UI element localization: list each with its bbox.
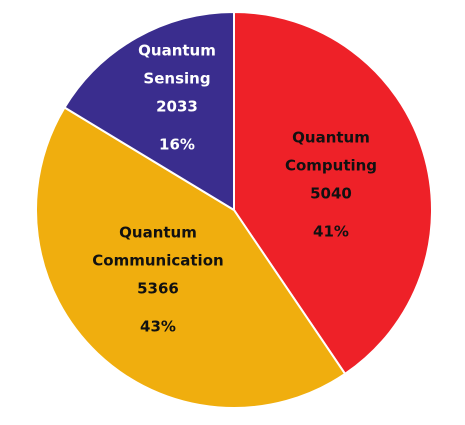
pie-slice-3 [63, 10, 235, 212]
slice-value-label: 2033 [156, 98, 198, 116]
pie-slice-1 [233, 10, 433, 376]
slice-name-line: Computing [285, 157, 377, 175]
slice-percent-label: 43% [140, 318, 176, 336]
pie-labels: Quantum Computing 5040 41% Quantum Communicat… [92, 42, 377, 336]
slice-name-line: Sensing [143, 70, 210, 88]
slice-name-line: Communication [92, 252, 223, 270]
slice-name-line: Quantum [119, 224, 197, 242]
pie-slices [35, 10, 433, 409]
slice-percent-label: 41% [313, 223, 349, 241]
slice-value-label: 5366 [137, 280, 179, 298]
slice-percent-label: 16% [159, 136, 195, 154]
pie-slice-2 [35, 106, 347, 409]
slice-value-label: 5040 [310, 185, 352, 203]
slice-name-line: Quantum [292, 129, 370, 147]
slice-name-line: Quantum [138, 42, 216, 60]
